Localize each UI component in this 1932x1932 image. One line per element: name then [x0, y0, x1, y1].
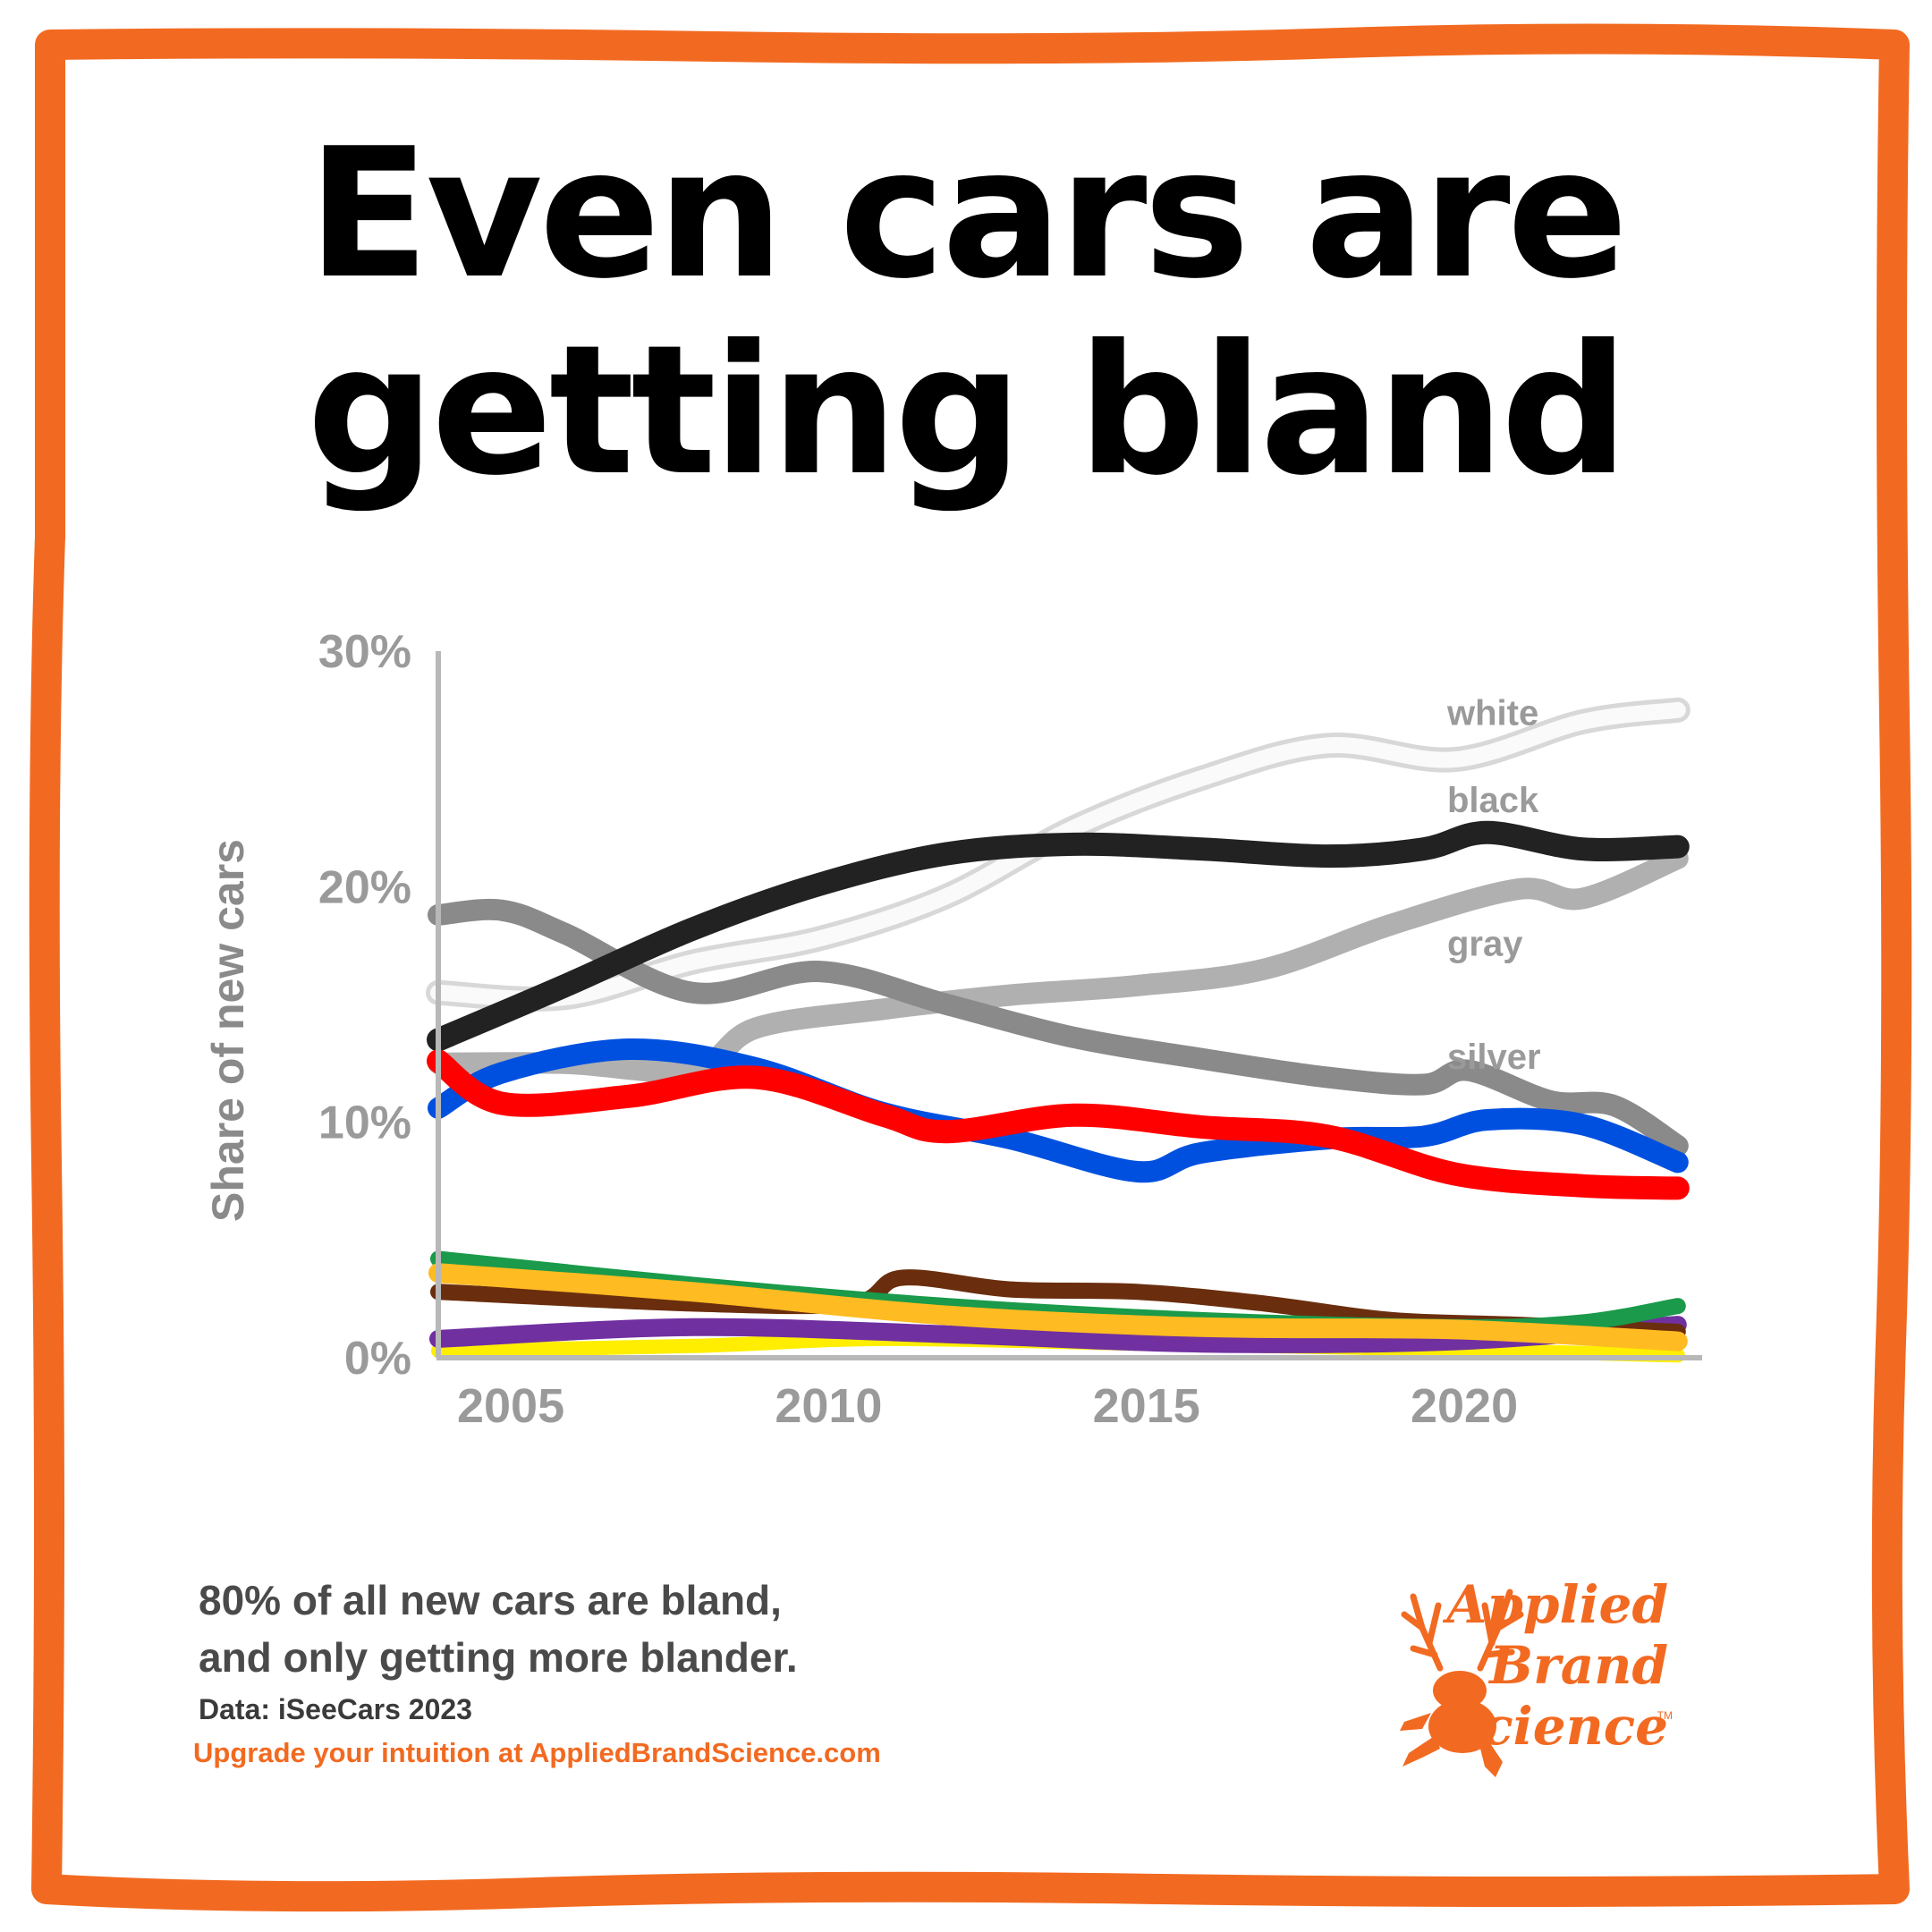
- headline-line-2: getting bland: [307, 307, 1629, 515]
- frog-antlers-icon: [1400, 1589, 1524, 1777]
- x-tick-labels: 2005 2010 2015 2020: [457, 1379, 1518, 1433]
- y-tick-20: 20%: [318, 861, 411, 913]
- x-tick-2020: 2020: [1411, 1379, 1518, 1433]
- series-label-gray: gray: [1447, 925, 1523, 964]
- brand-word-brand: Brand: [1489, 1635, 1668, 1696]
- x-tick-2010: 2010: [775, 1379, 882, 1433]
- series-layer: [426, 697, 1690, 1363]
- series-orange-line: [428, 1263, 1688, 1352]
- series-label-silver: silver: [1447, 1038, 1541, 1077]
- website-link[interactable]: Upgrade your intuition at AppliedBrandSc…: [193, 1737, 881, 1768]
- caption-line-1: 80% of all new cars are bland,: [199, 1577, 782, 1623]
- caption-line-2: and only getting more blander.: [199, 1634, 798, 1681]
- y-axis-label: Share of new cars: [203, 839, 253, 1222]
- y-tick-30: 30%: [318, 626, 411, 678]
- brand-word-applied: Applied: [1446, 1574, 1668, 1635]
- trademark-mark: TM: [1657, 1709, 1673, 1722]
- series-label-white: white: [1446, 693, 1538, 733]
- y-tick-10: 10%: [318, 1097, 411, 1149]
- x-tick-2005: 2005: [457, 1379, 564, 1433]
- series-gray-line: [428, 847, 1689, 1083]
- series-blue-line: [428, 1038, 1689, 1183]
- y-tick-labels: 0% 10% 20% 30%: [318, 626, 411, 1385]
- series-purple-line: [429, 1316, 1687, 1353]
- series-label-black: black: [1447, 781, 1539, 820]
- series-black-line: [427, 820, 1690, 1052]
- brand-logo: Applied Brand Science TM: [1395, 1579, 1753, 1784]
- series-labels: white black gray silver: [1446, 693, 1541, 1076]
- y-tick-0: 0%: [344, 1333, 411, 1385]
- series-red-line: [427, 1049, 1690, 1200]
- brand-word-science: Science: [1444, 1696, 1668, 1757]
- headline-line-1: Even cars are: [307, 110, 1629, 318]
- data-source: Data: iSeeCars 2023: [199, 1693, 472, 1725]
- x-tick-2015: 2015: [1093, 1379, 1200, 1433]
